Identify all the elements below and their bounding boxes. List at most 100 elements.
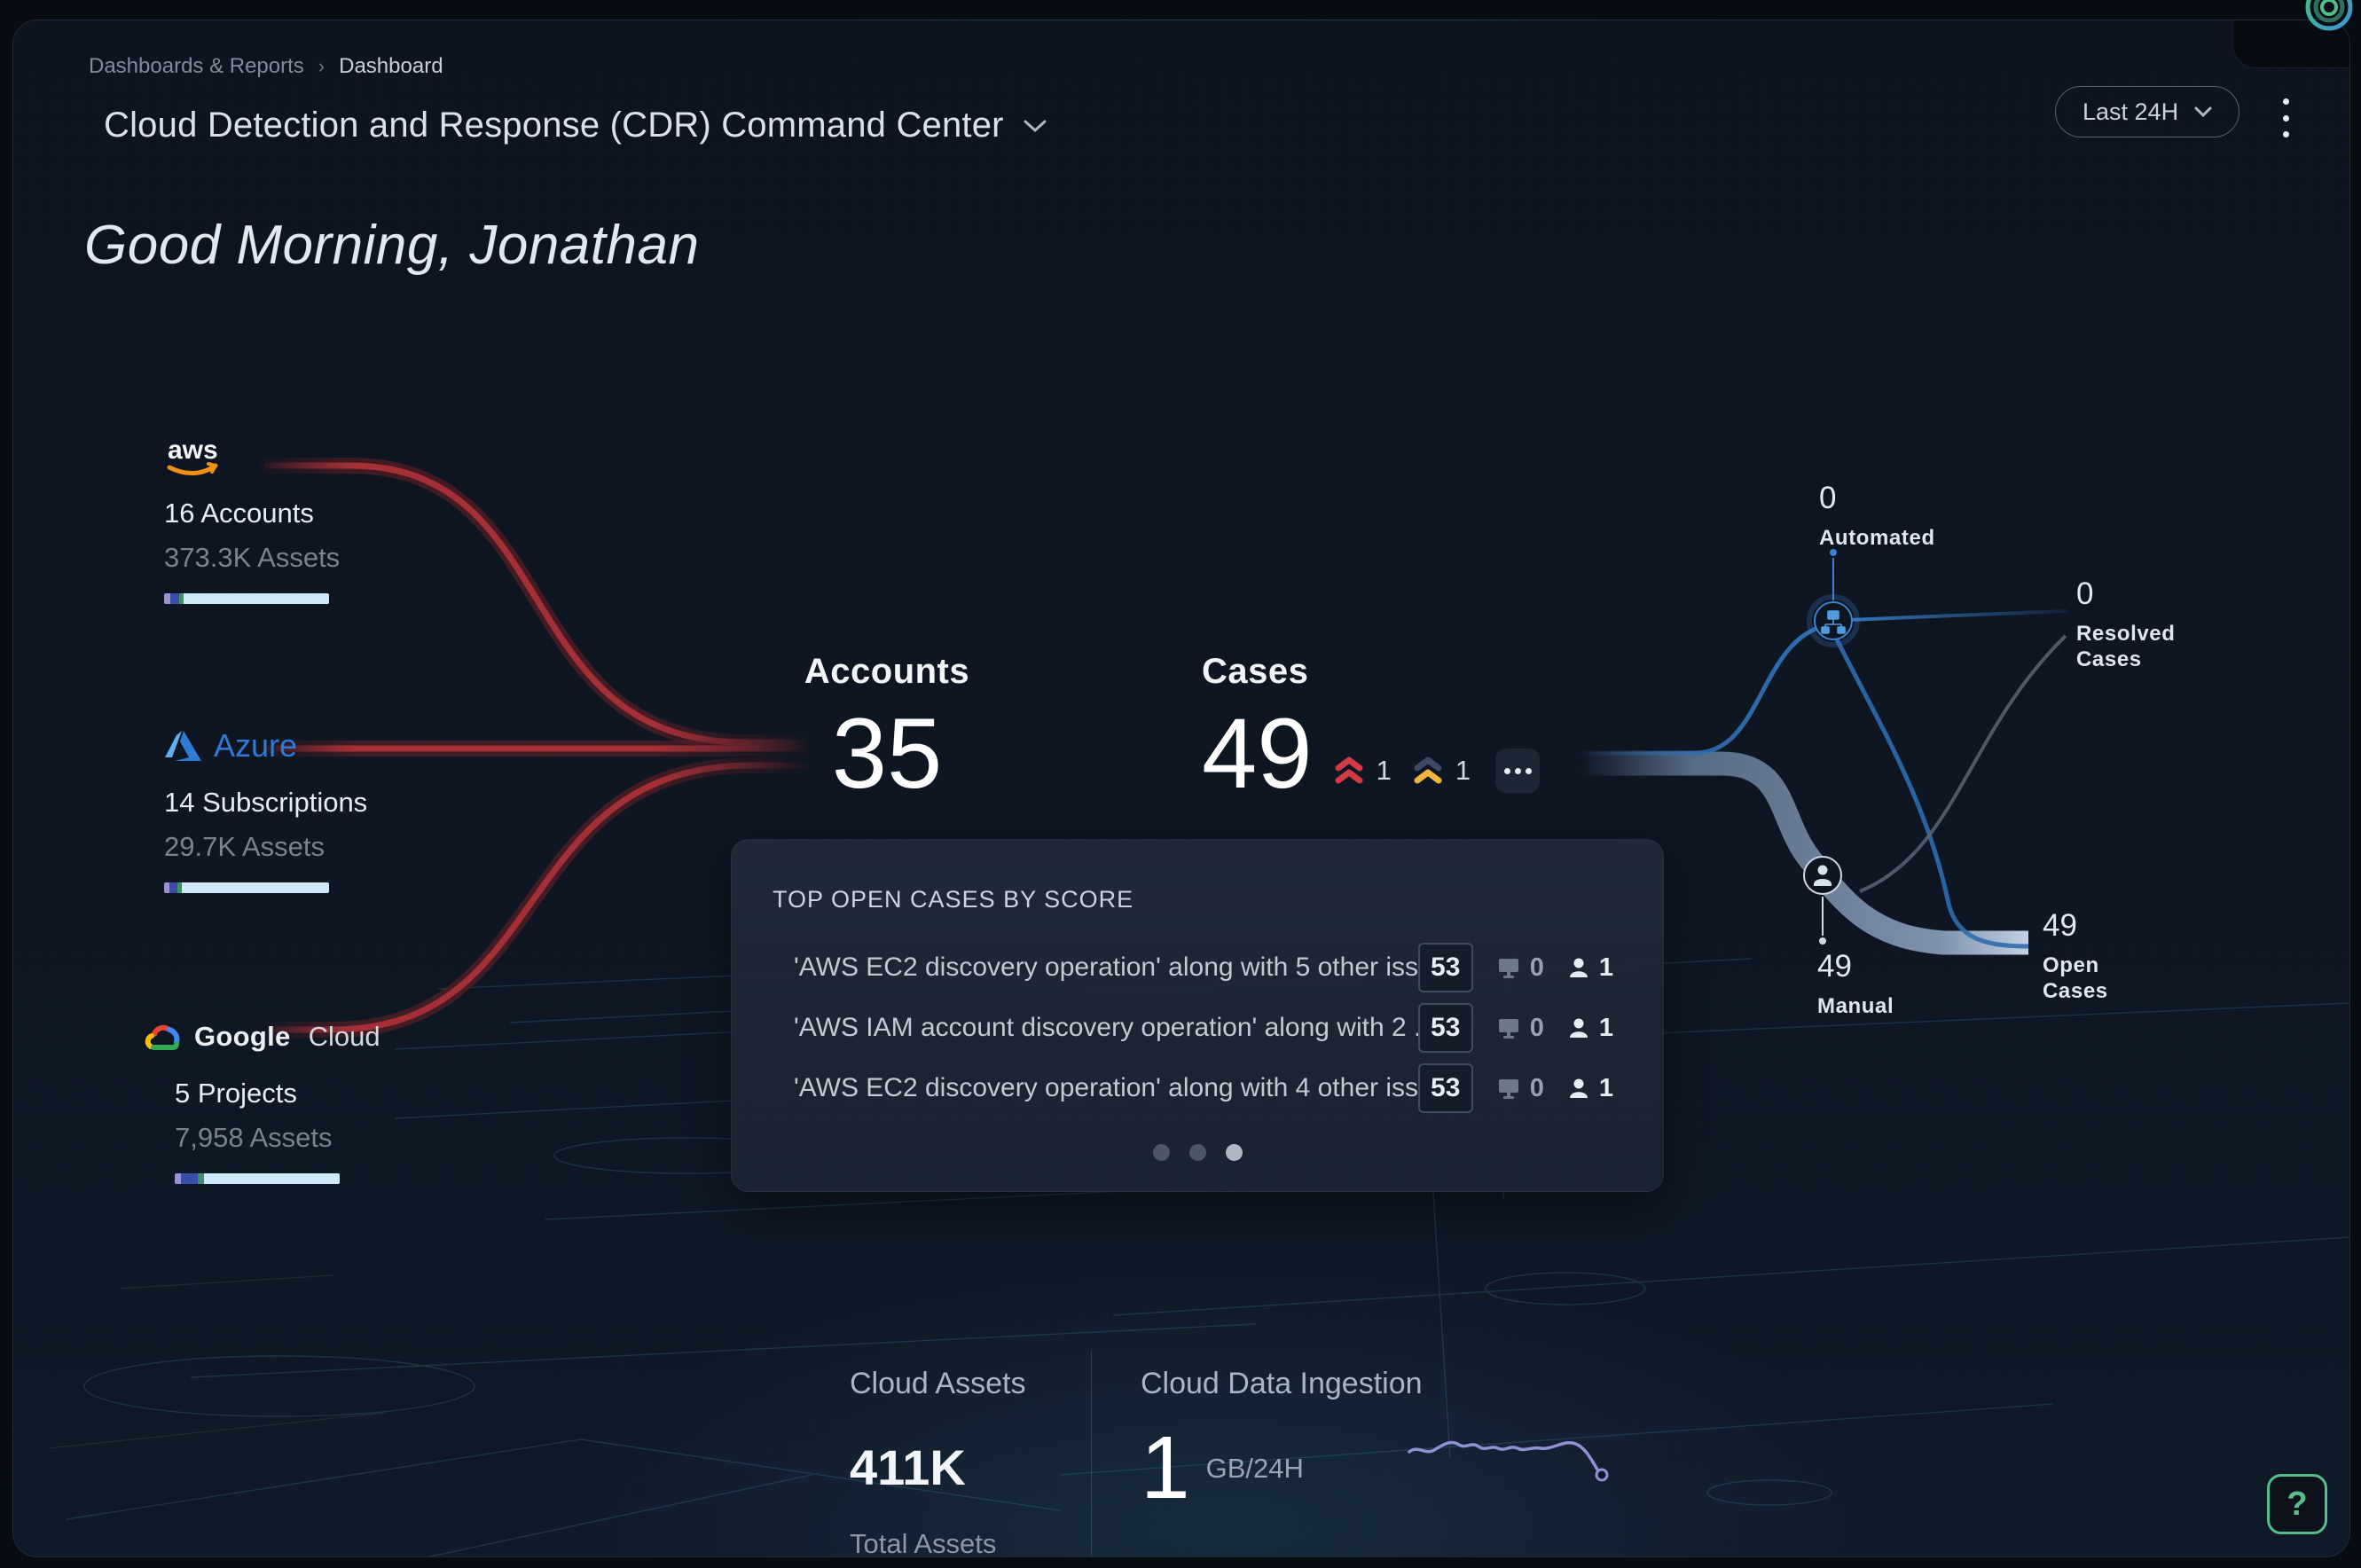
pager-dot[interactable] [1188, 1144, 1206, 1161]
ingestion-unit: GB/24H [1205, 1453, 1304, 1484]
provider-card-google-cloud[interactable]: Google Cloud 5 Projects 7,958 Assets [143, 1012, 427, 1184]
automated-stat: 0 Automated [1819, 480, 1935, 552]
manual-label: Manual [1817, 994, 1894, 1018]
aws-assets-bar [164, 593, 329, 604]
open-cases-value: 49 [2043, 908, 2077, 943]
breadcrumb-current: Dashboard [339, 54, 443, 78]
aws-accounts-count: 16 Accounts [164, 498, 314, 529]
cases-label: Cases [1202, 652, 1309, 691]
severity-more-button[interactable] [1495, 749, 1541, 793]
case-user-count: 1 [1598, 1073, 1613, 1102]
cloud-assets-subtitle: Total Assets [850, 1528, 997, 1557]
top-open-cases-panel: TOP OPEN CASES BY SCORE 'AWS EC2 discove… [731, 839, 1664, 1192]
case-name[interactable]: 'AWS EC2 discovery operation' along with… [794, 953, 1418, 982]
gcp-projects-count: 5 Projects [175, 1078, 297, 1109]
high-severity-count: 1 [1376, 755, 1392, 786]
azure-logo-icon [165, 731, 201, 761]
case-name[interactable]: 'AWS IAM account discovery operation' al… [794, 1013, 1418, 1042]
accounts-label: Accounts [804, 652, 970, 691]
cases-value: 49 [1202, 698, 1313, 809]
cloud-logo-text: Cloud [308, 1021, 380, 1052]
cloud-assets-value: 411K [850, 1439, 966, 1495]
medium-severity-count: 1 [1455, 755, 1471, 786]
dashboard-title-row[interactable]: Cloud Detection and Response (CDR) Comma… [104, 106, 1047, 145]
ingestion-value: 1 [1141, 1418, 1190, 1517]
case-score-badge: 53 [1417, 1003, 1473, 1053]
pager-dot-active[interactable] [1225, 1144, 1243, 1161]
cloud-data-ingestion-stat: Cloud Data Ingestion 1 GB/24H [1141, 1367, 1423, 1517]
host-icon [1498, 1079, 1518, 1099]
cloud-assets-title: Cloud Assets [850, 1367, 1026, 1400]
cases-flow-diagram [1580, 549, 2068, 955]
resolved-value: 0 [2076, 576, 2094, 611]
case-host-count: 0 [1529, 1013, 1544, 1042]
azure-assets-count: 29.7K Assets [164, 831, 325, 862]
pager-dot[interactable] [1152, 1144, 1170, 1161]
resolved-label: Resolved Cases [2076, 622, 2176, 671]
case-host-count: 0 [1529, 1073, 1544, 1102]
severity-medium-icon [1414, 757, 1442, 784]
provider-card-azure[interactable]: Azure 14 Subscriptions 29.7K Assets [164, 721, 448, 893]
carousel-pager [732, 1144, 1663, 1161]
more-options-kebab-menu[interactable] [2268, 95, 2303, 141]
cloud-assets-stat: Cloud Assets 411K Total Assets [850, 1367, 1026, 1557]
breadcrumb: Dashboards & Reports › Dashboard [89, 54, 443, 79]
cortex-rings-logo-icon [2305, 0, 2353, 31]
gcp-assets-bar [175, 1173, 340, 1184]
top-open-cases-title: TOP OPEN CASES BY SCORE [773, 886, 1134, 913]
case-row[interactable]: 'AWS IAM account discovery operation' al… [794, 1003, 1613, 1053]
automated-node [1807, 549, 1860, 647]
case-user-count: 1 [1598, 1013, 1613, 1042]
time-range-dropdown[interactable]: Last 24H [2055, 86, 2240, 137]
chevron-down-icon[interactable] [1024, 119, 1047, 133]
case-row[interactable]: 'AWS EC2 discovery operation' along with… [794, 1063, 1613, 1113]
automated-label: Automated [1819, 526, 1935, 550]
azure-assets-bar [164, 882, 329, 893]
time-range-value: Last 24H [2083, 98, 2179, 125]
panel-corner-notch [2232, 20, 2349, 68]
breadcrumb-separator-icon: › [318, 55, 326, 77]
ingestion-sparkline [1408, 1440, 1609, 1482]
manual-stat: 49 Manual [1817, 948, 1894, 1020]
case-row[interactable]: 'AWS EC2 discovery operation' along with… [794, 943, 1613, 992]
breadcrumb-parent-link[interactable]: Dashboards & Reports [89, 54, 304, 78]
gcp-assets-count: 7,958 Assets [175, 1122, 333, 1153]
resolved-cases-stat: 0 Resolved Cases [2076, 576, 2192, 673]
azure-subscriptions-count: 14 Subscriptions [164, 787, 368, 818]
help-button[interactable]: ? [2267, 1474, 2327, 1534]
open-cases-label: Open Cases [2043, 953, 2108, 1003]
open-cases-stat: 49 Open Cases [2043, 907, 2140, 1005]
medium-severity-badge[interactable]: 1 [1411, 755, 1471, 787]
provider-flow-lines [259, 458, 816, 1038]
case-score-badge: 53 [1417, 1063, 1473, 1113]
case-name[interactable]: 'AWS EC2 discovery operation' along with… [794, 1073, 1418, 1102]
severity-high-icon [1335, 757, 1363, 784]
chevron-down-icon [2194, 106, 2212, 117]
google-logo-text: Google [194, 1021, 291, 1052]
case-score-badge: 53 [1417, 943, 1473, 992]
host-icon [1498, 1019, 1518, 1039]
accounts-kpi: Accounts 35 [741, 652, 1033, 804]
page-title: Cloud Detection and Response (CDR) Comma… [104, 106, 1004, 145]
ingestion-title: Cloud Data Ingestion [1141, 1367, 1423, 1400]
high-severity-badge[interactable]: 1 [1332, 755, 1392, 787]
case-user-count: 1 [1598, 953, 1613, 982]
user-icon [1569, 1018, 1588, 1038]
case-host-count: 0 [1529, 953, 1544, 982]
footer-divider [1091, 1351, 1092, 1556]
provider-card-aws[interactable]: aws 16 Accounts 373.3K Assets [164, 432, 448, 604]
aws-assets-count: 373.3K Assets [164, 542, 341, 573]
azure-logo-text: Azure [214, 727, 298, 764]
greeting-text: Good Morning, Jonathan [84, 215, 700, 276]
manual-value: 49 [1817, 949, 1852, 984]
user-icon [1569, 1078, 1588, 1098]
cases-kpi: Cases 49 1 1 [1202, 652, 1541, 809]
manual-node [1803, 856, 1842, 945]
automated-value: 0 [1819, 481, 1837, 515]
google-cloud-logo-icon [145, 1024, 180, 1050]
main-panel: Dashboards & Reports › Dashboard Cloud D… [12, 20, 2350, 1557]
user-icon [1569, 958, 1588, 977]
accounts-value: 35 [831, 698, 943, 809]
host-icon [1498, 959, 1518, 978]
